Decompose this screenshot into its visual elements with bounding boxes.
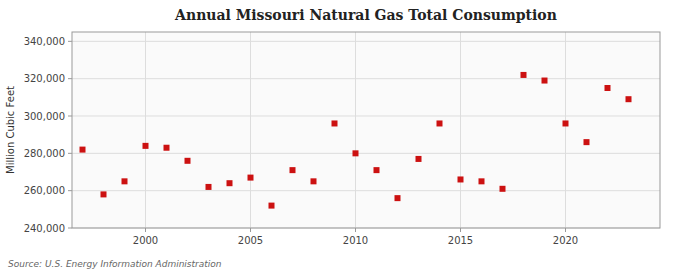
x-grid-line: [250, 32, 251, 228]
y-axis-label: Million Cubic Feet: [5, 86, 16, 174]
point: [332, 120, 338, 126]
y-tick: [68, 153, 72, 154]
x-tick: [145, 228, 146, 232]
point: [563, 120, 569, 126]
point: [584, 139, 590, 145]
point: [80, 147, 86, 153]
annotation: Source: U.S. Energy Information Administ…: [8, 259, 222, 269]
point: [101, 191, 107, 197]
point: [206, 184, 212, 190]
x-tick-label: 2015: [448, 235, 473, 246]
point: [626, 96, 632, 102]
point: [185, 158, 191, 164]
y-grid-line: [72, 78, 660, 79]
x-tick: [565, 228, 566, 232]
y-grid-line: [72, 116, 660, 117]
title: Annual Missouri Natural Gas Total Consum…: [174, 7, 557, 23]
point: [605, 85, 611, 91]
point: [479, 178, 485, 184]
points: [80, 72, 632, 209]
y-grid-line: [72, 153, 660, 154]
chart: 240,000 260,000 280,000 300,000 320,000 340,0…: [0, 0, 675, 275]
point: [458, 176, 464, 182]
point: [227, 180, 233, 186]
point: [311, 178, 317, 184]
point: [164, 145, 170, 151]
plot-frame: [72, 32, 660, 228]
y-tick: [68, 116, 72, 117]
x-tick-label: 2000: [133, 235, 158, 246]
point: [290, 167, 296, 173]
x-tick-label: 2020: [553, 235, 578, 246]
y-tick-label: 280,000: [24, 148, 65, 159]
point: [374, 167, 380, 173]
x-grid-line: [145, 32, 146, 228]
y-tick-label: 340,000: [24, 36, 65, 47]
y-tick: [68, 228, 72, 229]
y-tick-label: 300,000: [24, 111, 65, 122]
point: [521, 72, 527, 78]
y-tick-label: 240,000: [24, 223, 65, 234]
x-tick: [355, 228, 356, 232]
point: [248, 175, 254, 181]
x-grid-line: [355, 32, 356, 228]
point: [143, 143, 149, 149]
x-grid-line: [565, 32, 566, 228]
point: [353, 150, 359, 156]
y-grid-line: [72, 41, 660, 42]
x-tick-label: 2010: [343, 235, 368, 246]
point: [542, 78, 548, 84]
point: [416, 156, 422, 162]
x-tick-label: 2005: [238, 235, 263, 246]
y-tick: [68, 78, 72, 79]
point: [269, 203, 275, 209]
x-tick: [250, 228, 251, 232]
y-tick: [68, 41, 72, 42]
point: [500, 186, 506, 192]
x-grid-line: [460, 32, 461, 228]
point: [122, 178, 128, 184]
y-grid-line: [72, 190, 660, 191]
plot-area: [72, 32, 660, 228]
y-tick-label: 320,000: [24, 73, 65, 84]
point: [437, 120, 443, 126]
y-tick-label: 260,000: [24, 185, 65, 196]
y-tick: [68, 190, 72, 191]
x-tick: [460, 228, 461, 232]
point: [395, 195, 401, 201]
